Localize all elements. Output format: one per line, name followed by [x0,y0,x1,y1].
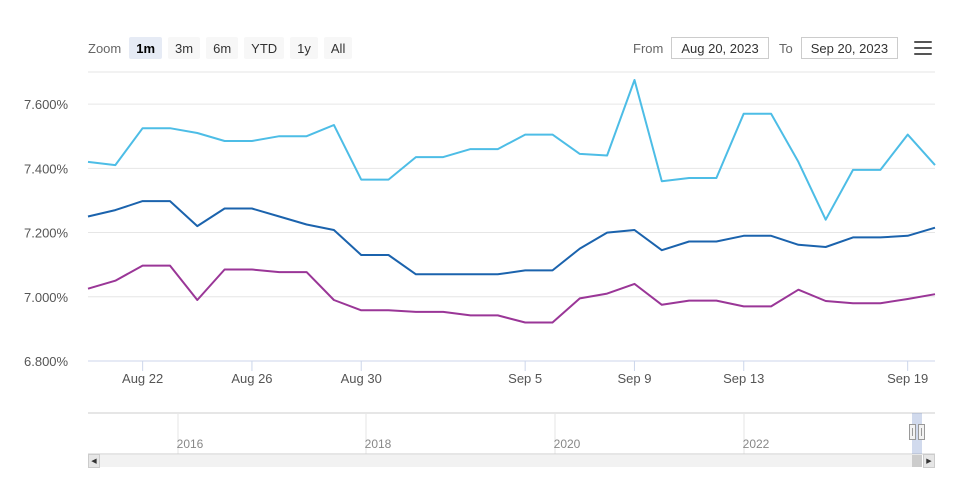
x-tick-label: Sep 5 [508,371,542,386]
navigator-right-handle[interactable] [918,424,925,440]
x-tick-label: Aug 22 [122,371,163,386]
series-line-3 [87,264,936,324]
to-range: To Sep 20, 2023 [779,37,899,59]
zoom-1m-button[interactable]: 1m [129,37,163,59]
scrollbar-thumb[interactable] [912,455,922,467]
navigator-tick-label: 2022 [743,437,770,451]
hamburger-menu-icon[interactable] [914,41,932,55]
x-tick-label: Sep 13 [723,371,764,386]
navigator-axis-ticks: 2016 2018 2020 2022 [177,413,770,454]
to-label: To [779,40,793,56]
y-tick-label: 7.000% [24,290,69,305]
y-tick-label: 6.800% [24,354,69,369]
zoom-6m-button[interactable]: 6m [206,37,239,59]
zoom-all-button[interactable]: All [323,37,353,59]
y-tick-label: 7.200% [24,226,69,241]
x-tick-label: Aug 30 [341,371,382,386]
navigator-tick-label: 2020 [554,437,581,451]
scroll-left-button[interactable]: ◀ [88,454,100,468]
x-tick-label: Sep 9 [617,371,651,386]
navigator-left-handle[interactable] [909,424,916,440]
series-line-1 [87,79,936,221]
navigator-tick-label: 2016 [177,437,204,451]
from-label: From [633,40,664,56]
zoom-1y-button[interactable]: 1y [290,37,318,59]
zoom-label: Zoom [88,40,122,56]
y-tick-label: 7.600% [24,97,69,112]
zoom-ytd-button[interactable]: YTD [244,37,285,59]
navigator-selected-window[interactable] [912,413,922,454]
range-selector: Zoom 1m 3m 6m YTD 1y All [88,37,353,59]
scrollbar-track[interactable] [100,455,922,467]
x-tick-label: Sep 19 [887,371,928,386]
from-date-input[interactable]: Aug 20, 2023 [671,37,769,59]
zoom-3m-button[interactable]: 3m [168,37,201,59]
navigator-tick-label: 2018 [365,437,392,451]
series-line-2 [87,200,936,276]
scroll-right-button[interactable]: ▶ [923,454,935,468]
grid-lines [88,71,935,362]
y-tick-label: 7.400% [24,161,69,176]
series-lines [87,79,936,324]
y-axis-ticks: 6.800% 7.000% 7.200% 7.400% 7.600% [24,97,69,369]
to-date-input[interactable]: Sep 20, 2023 [800,37,899,59]
from-range: From Aug 20, 2023 [633,37,769,59]
x-axis-ticks: Aug 22 Aug 26 Aug 30 Sep 5 Sep 9 Sep 13 Sep 19 [122,361,928,386]
x-tick-label: Aug 26 [231,371,272,386]
